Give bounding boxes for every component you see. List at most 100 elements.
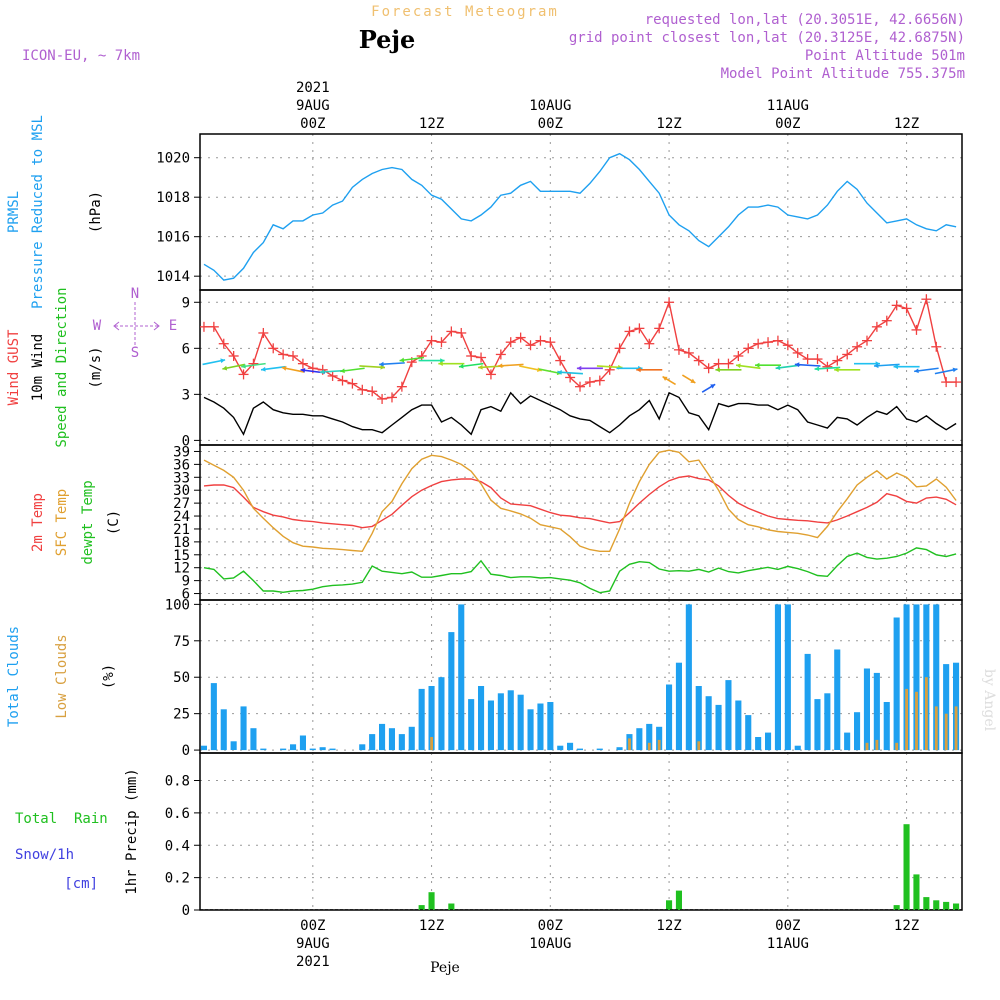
gust-point (683, 347, 694, 358)
wind-arrow (701, 383, 716, 393)
gust-point (901, 303, 912, 314)
bar-total-rain (418, 905, 425, 910)
bar-low-clouds (925, 677, 928, 751)
bar-low-clouds (628, 738, 631, 751)
y-axis-label: Low Clouds (54, 634, 70, 718)
y-axis-label: 10m Wind (30, 334, 46, 401)
time-label: 2021 (296, 954, 330, 970)
bar-total-clouds (814, 699, 821, 751)
bar-total-rain (893, 905, 900, 910)
y-tick-label: 6 (182, 341, 190, 357)
bar-total-clouds (883, 702, 890, 751)
gust-point (218, 338, 229, 349)
bar-total-clouds (299, 735, 306, 751)
bar-total-clouds (933, 604, 940, 751)
wind-arrow (557, 369, 583, 375)
y-tick-label: 1018 (156, 190, 190, 206)
y-tick-label: 18 (173, 535, 190, 551)
y-tick-label: 0 (182, 903, 190, 919)
gust-point (881, 315, 892, 326)
gust-point (476, 352, 487, 363)
gust-point (535, 335, 546, 346)
y-axis-label: 1hr Precip (mm) (124, 768, 140, 894)
bar-low-clouds (875, 739, 879, 751)
gust-point (545, 337, 556, 348)
bar-total-clouds (557, 745, 564, 751)
time-label: 12Z (656, 918, 681, 934)
compass-s-label: S (131, 345, 139, 361)
time-label: 12Z (894, 116, 919, 132)
y-tick-label: 1020 (156, 151, 190, 167)
compass-n-label: N (131, 286, 139, 302)
gust-point (713, 358, 724, 369)
gust-point (703, 363, 714, 374)
wind-arrow (281, 366, 305, 373)
bar-total-clouds (329, 748, 336, 751)
bar-total-rain (666, 900, 673, 910)
bar-low-clouds (865, 742, 869, 751)
bar-total-clouds (873, 672, 880, 751)
wind-arrow (260, 365, 286, 372)
gust-point (594, 375, 605, 386)
gust-point (852, 341, 863, 352)
y-tick-label: 3 (182, 387, 190, 403)
gust-point (288, 350, 299, 361)
panel-plot-area (200, 824, 962, 910)
bar-total-clouds (468, 699, 475, 751)
time-label: 11AUG (767, 936, 809, 952)
time-label: 00Z (775, 918, 800, 934)
bar-total-clouds (319, 747, 326, 751)
y-tick-label: 33 (173, 470, 190, 486)
bar-total-clouds (755, 737, 762, 751)
bar-total-clouds (863, 668, 870, 751)
wind-arrow (359, 364, 386, 370)
gust-point (614, 343, 625, 354)
gust-point (921, 294, 932, 305)
y-tick-label: 24 (173, 509, 190, 525)
y-tick-label: 75 (173, 634, 190, 650)
bar-total-clouds (675, 662, 682, 751)
y-tick-label: 50 (173, 670, 190, 686)
y-axis-label: 2m Temp (30, 493, 46, 552)
gust-point (525, 340, 536, 351)
y-tick-label: 1014 (156, 269, 190, 285)
bar-total-clouds (240, 706, 247, 751)
y-tick-label: 39 (173, 444, 190, 460)
gust-point (367, 386, 378, 397)
panel-plot-area (203, 449, 957, 594)
unit-label: (%) (101, 664, 117, 689)
y-tick-label: 0.2 (165, 871, 190, 887)
time-label: 00Z (538, 116, 563, 132)
bar-total-clouds (478, 686, 485, 751)
bar-total-clouds (369, 734, 376, 751)
time-label: 12Z (419, 116, 444, 132)
bar-total-clouds (943, 664, 950, 751)
time-label: 9AUG (296, 98, 330, 114)
gust-point (228, 350, 239, 361)
wind-arrow (814, 366, 841, 372)
bar-total-clouds (685, 604, 692, 751)
wind-arrow (576, 365, 603, 371)
gust-point (664, 297, 675, 308)
gust-point (673, 344, 684, 355)
time-label: 12Z (419, 918, 444, 934)
bar-total-clouds (903, 604, 910, 751)
bar-total-rain (923, 897, 930, 910)
time-label: 00Z (538, 918, 563, 934)
bottom-time-axis: 00Z 9AUG 2021 12Z 00Z 10AUG 12Z 00Z 11AUG 12Z (296, 918, 919, 970)
gust-point (941, 377, 952, 388)
compass-w-label: W (93, 318, 102, 334)
gust-point (792, 347, 803, 358)
bar-total-clouds (418, 688, 425, 751)
gust-point (624, 326, 635, 337)
bar-total-clouds (200, 745, 207, 751)
panel-precip: 0 0.2 0.4 0.6 0.8 1hr Precip (mm) Total Rain Sn… (15, 752, 963, 919)
y-tick-label: 1016 (156, 230, 190, 246)
bar-total-rain (675, 890, 682, 910)
bar-total-clouds (230, 741, 237, 750)
gust-point (861, 335, 872, 346)
station-name: Peje (359, 25, 416, 54)
gridpoint-coords: grid point closest lon,lat (20.3125E, 42… (569, 30, 965, 46)
